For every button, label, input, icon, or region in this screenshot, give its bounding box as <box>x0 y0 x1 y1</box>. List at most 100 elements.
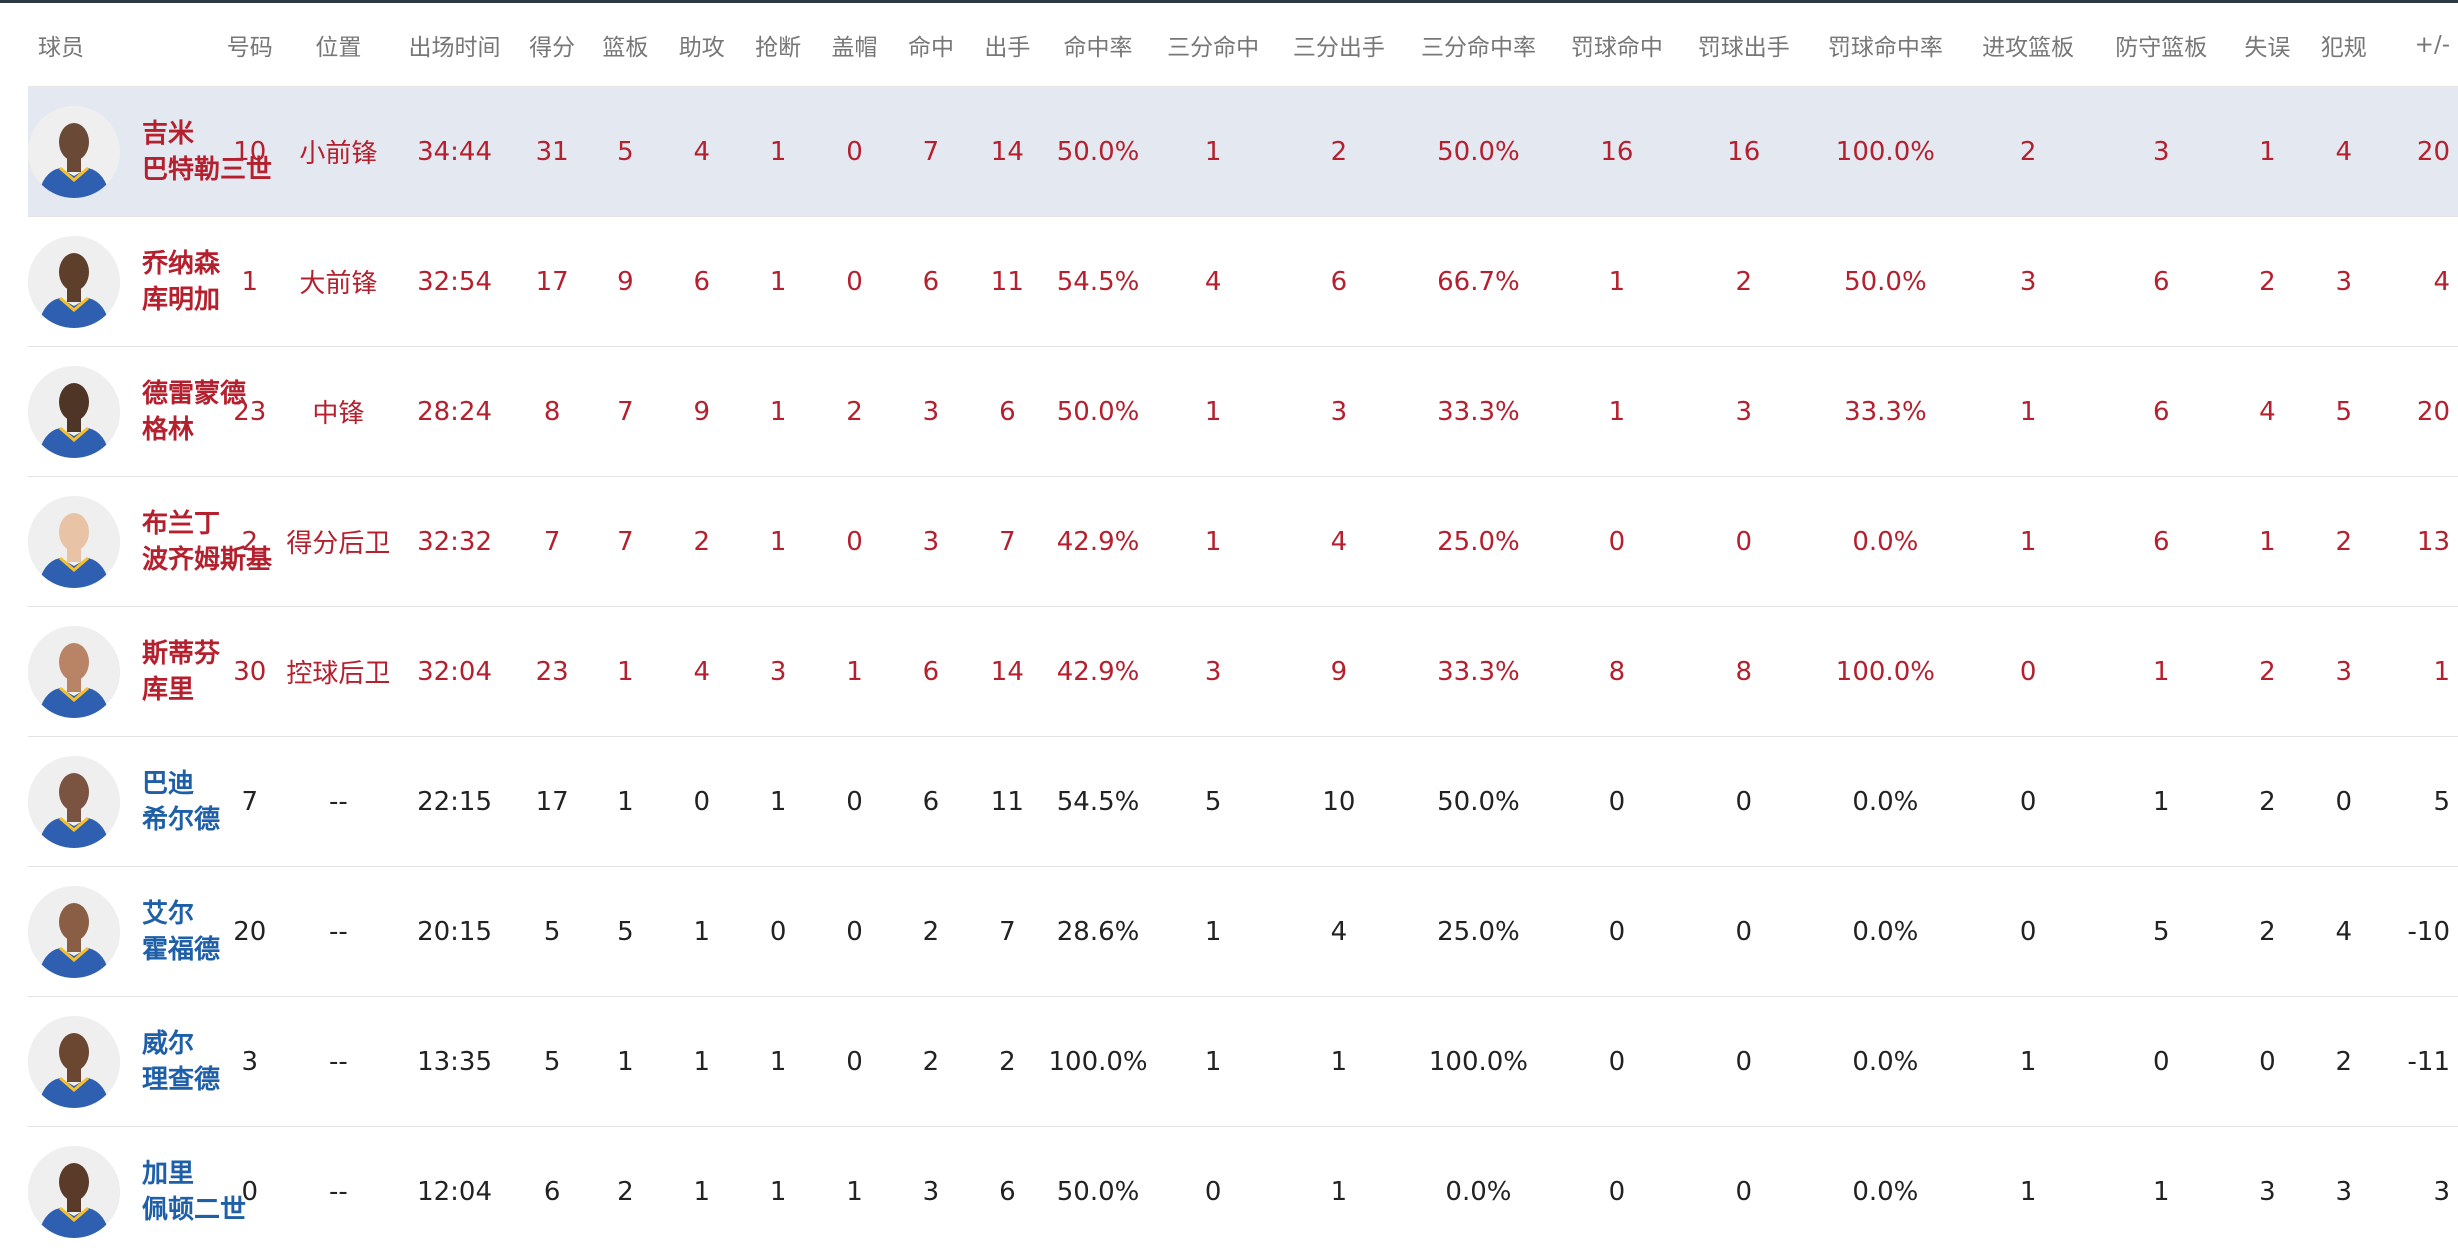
field-goals-made-cell: 6 <box>892 216 970 347</box>
steals-cell: 1 <box>739 1126 817 1250</box>
player-row[interactable]: 斯蒂芬 库里 30 控球后卫 32:04 23 1 4 3 1 6 14 42.9% 3 9 33.3% 8 8 1… <box>28 606 2458 737</box>
player-cell[interactable]: 布兰丁 波齐姆斯基 <box>28 476 272 607</box>
column-header[interactable]: 失误 <box>2228 3 2307 87</box>
jersey-number-cell: 7 <box>214 736 285 867</box>
column-header[interactable]: 进攻篮板 <box>1962 3 2094 87</box>
turnovers-cell: 4 <box>2228 346 2307 477</box>
offensive-rebounds-cell: 1 <box>1962 346 2094 477</box>
player-name-link[interactable]: 德雷蒙德 格林 <box>142 376 246 448</box>
player-avatar[interactable] <box>28 105 120 198</box>
column-header[interactable]: 得分 <box>517 3 588 87</box>
player-avatar[interactable] <box>28 365 120 458</box>
position-cell: 得分后卫 <box>284 476 392 607</box>
defensive-rebounds-cell: 6 <box>2093 346 2229 477</box>
free-throw-percentage-cell: 0.0% <box>1808 1126 1963 1250</box>
field-goals-attempted-cell: 14 <box>969 606 1046 737</box>
fouls-cell: 3 <box>2306 606 2382 737</box>
fouls-cell: 3 <box>2306 1126 2382 1250</box>
offensive-rebounds-cell: 1 <box>1962 1126 2094 1250</box>
column-header[interactable]: 罚球出手 <box>1678 3 1809 87</box>
player-avatar[interactable] <box>28 755 120 848</box>
column-header[interactable]: 出场时间 <box>391 3 518 87</box>
player-row[interactable]: 加里 佩顿二世 0 -- 12:04 6 2 1 1 1 3 6 50.0% 0 1 0.0% 0 0 0.0% 1 1… <box>28 1126 2458 1250</box>
column-header[interactable]: 篮板 <box>587 3 664 87</box>
player-row[interactable]: 布兰丁 波齐姆斯基 2 得分后卫 32:32 7 7 2 1 0 3 7 42.9% 1 4 25.0% 0 0 0… <box>28 476 2458 607</box>
position-cell: -- <box>284 736 392 867</box>
player-name-link[interactable]: 加里 佩顿二世 <box>142 1156 246 1228</box>
player-cell[interactable]: 加里 佩顿二世 <box>28 1126 246 1250</box>
player-avatar[interactable] <box>28 235 120 328</box>
column-header[interactable]: 罚球命中率 <box>1808 3 1963 87</box>
fouls-cell: 4 <box>2306 86 2382 217</box>
column-header[interactable]: 命中率 <box>1045 3 1151 87</box>
player-name-link[interactable]: 威尔 理查德 <box>142 1026 220 1098</box>
offensive-rebounds-cell: 1 <box>1962 476 2094 607</box>
column-header[interactable]: 罚球命中 <box>1554 3 1679 87</box>
player-name-link[interactable]: 艾尔 霍福德 <box>142 896 220 968</box>
minutes-cell: 28:24 <box>391 346 518 477</box>
player-name-link[interactable]: 乔纳森 库明加 <box>142 246 220 318</box>
defensive-rebounds-cell: 1 <box>2093 1126 2229 1250</box>
minutes-cell: 13:35 <box>391 996 518 1127</box>
free-throws-made-cell: 0 <box>1554 996 1679 1127</box>
column-header[interactable]: 三分出手 <box>1275 3 1403 87</box>
three-pointers-attempted-cell: 2 <box>1275 86 1403 217</box>
column-header[interactable]: 抢断 <box>739 3 817 87</box>
free-throws-made-cell: 0 <box>1554 866 1679 997</box>
column-header[interactable]: 犯规 <box>2306 3 2382 87</box>
player-info: 吉米 巴特勒三世 <box>28 87 272 216</box>
player-info: 巴迪 希尔德 <box>28 737 220 866</box>
blocks-cell: 2 <box>816 346 893 477</box>
assists-cell: 9 <box>663 346 740 477</box>
column-header[interactable]: 助攻 <box>663 3 740 87</box>
player-cell[interactable]: 乔纳森 库明加 <box>28 216 220 347</box>
player-row[interactable]: 巴迪 希尔德 7 -- 22:15 17 1 0 1 0 6 11 54.5% 5 10 50.0% 0 0 0.0… <box>28 736 2458 867</box>
column-header[interactable]: +/- <box>2381 3 2458 87</box>
player-cell[interactable]: 斯蒂芬 库里 <box>28 606 220 737</box>
player-name-link[interactable]: 巴迪 希尔德 <box>142 766 220 838</box>
player-name-line1: 吉米 <box>142 118 195 149</box>
column-header[interactable]: 三分命中 <box>1150 3 1276 87</box>
minutes-cell: 12:04 <box>391 1126 518 1250</box>
player-row[interactable]: 乔纳森 库明加 1 大前锋 32:54 17 9 6 1 0 6 11 54.5% 4 6 66.7% 1 2 50… <box>28 216 2458 347</box>
player-cell[interactable]: 德雷蒙德 格林 <box>28 346 246 477</box>
player-name-link[interactable]: 斯蒂芬 库里 <box>142 636 220 708</box>
player-row[interactable]: 艾尔 霍福德 20 -- 20:15 5 5 1 0 0 2 7 28.6% 1 4 25.0% 0 0 0.0% 0… <box>28 866 2458 997</box>
player-row[interactable]: 威尔 理查德 3 -- 13:35 5 1 1 1 0 2 2 100.0% 1 1 100.0% 0 0 0.0%… <box>28 996 2458 1127</box>
plus-minus-cell: 5 <box>2381 736 2458 867</box>
player-cell[interactable]: 威尔 理查德 <box>28 996 220 1127</box>
defensive-rebounds-cell: 6 <box>2093 216 2229 347</box>
player-avatar[interactable] <box>28 1015 120 1108</box>
column-header[interactable]: 盖帽 <box>816 3 893 87</box>
free-throws-attempted-cell: 8 <box>1678 606 1809 737</box>
field-goal-percentage-cell: 100.0% <box>1045 996 1151 1127</box>
column-header[interactable]: 三分命中率 <box>1402 3 1555 87</box>
player-avatar[interactable] <box>28 1145 120 1238</box>
player-row[interactable]: 德雷蒙德 格林 23 中锋 28:24 8 7 9 1 2 3 6 50.0% 1 3 33.3% 1 3 33.3… <box>28 346 2458 477</box>
column-header[interactable]: 防守篮板 <box>2093 3 2229 87</box>
player-cell[interactable]: 吉米 巴特勒三世 <box>28 86 272 217</box>
player-cell[interactable]: 艾尔 霍福德 <box>28 866 220 997</box>
minutes-cell: 32:04 <box>391 606 518 737</box>
player-cell[interactable]: 巴迪 希尔德 <box>28 736 220 867</box>
rebounds-cell: 1 <box>587 736 664 867</box>
column-header[interactable]: 位置 <box>284 3 392 87</box>
column-header[interactable]: 出手 <box>969 3 1046 87</box>
player-avatar[interactable] <box>28 495 120 588</box>
points-cell: 23 <box>517 606 588 737</box>
field-goals-made-cell: 2 <box>892 996 970 1127</box>
player-row[interactable]: 吉米 巴特勒三世 10 小前锋 34:44 31 5 4 1 0 7 14 50.0% 1 2 50.0% 16… <box>28 86 2458 217</box>
column-header[interactable]: 号码 <box>214 3 285 87</box>
player-avatar[interactable] <box>28 885 120 978</box>
column-header[interactable]: 命中 <box>892 3 970 87</box>
player-avatar[interactable] <box>28 625 120 718</box>
assists-cell: 1 <box>663 1126 740 1250</box>
points-cell: 5 <box>517 866 588 997</box>
turnovers-cell: 1 <box>2228 86 2307 217</box>
three-point-percentage-cell: 33.3% <box>1402 346 1555 477</box>
free-throw-percentage-cell: 100.0% <box>1808 606 1963 737</box>
column-header[interactable]: 球员 <box>28 3 215 87</box>
player-name-line2: 库里 <box>142 674 195 705</box>
free-throws-attempted-cell: 0 <box>1678 736 1809 867</box>
free-throw-percentage-cell: 33.3% <box>1808 346 1963 477</box>
